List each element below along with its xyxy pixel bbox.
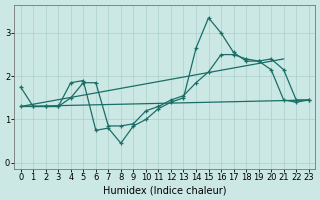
X-axis label: Humidex (Indice chaleur): Humidex (Indice chaleur) [103, 185, 227, 195]
